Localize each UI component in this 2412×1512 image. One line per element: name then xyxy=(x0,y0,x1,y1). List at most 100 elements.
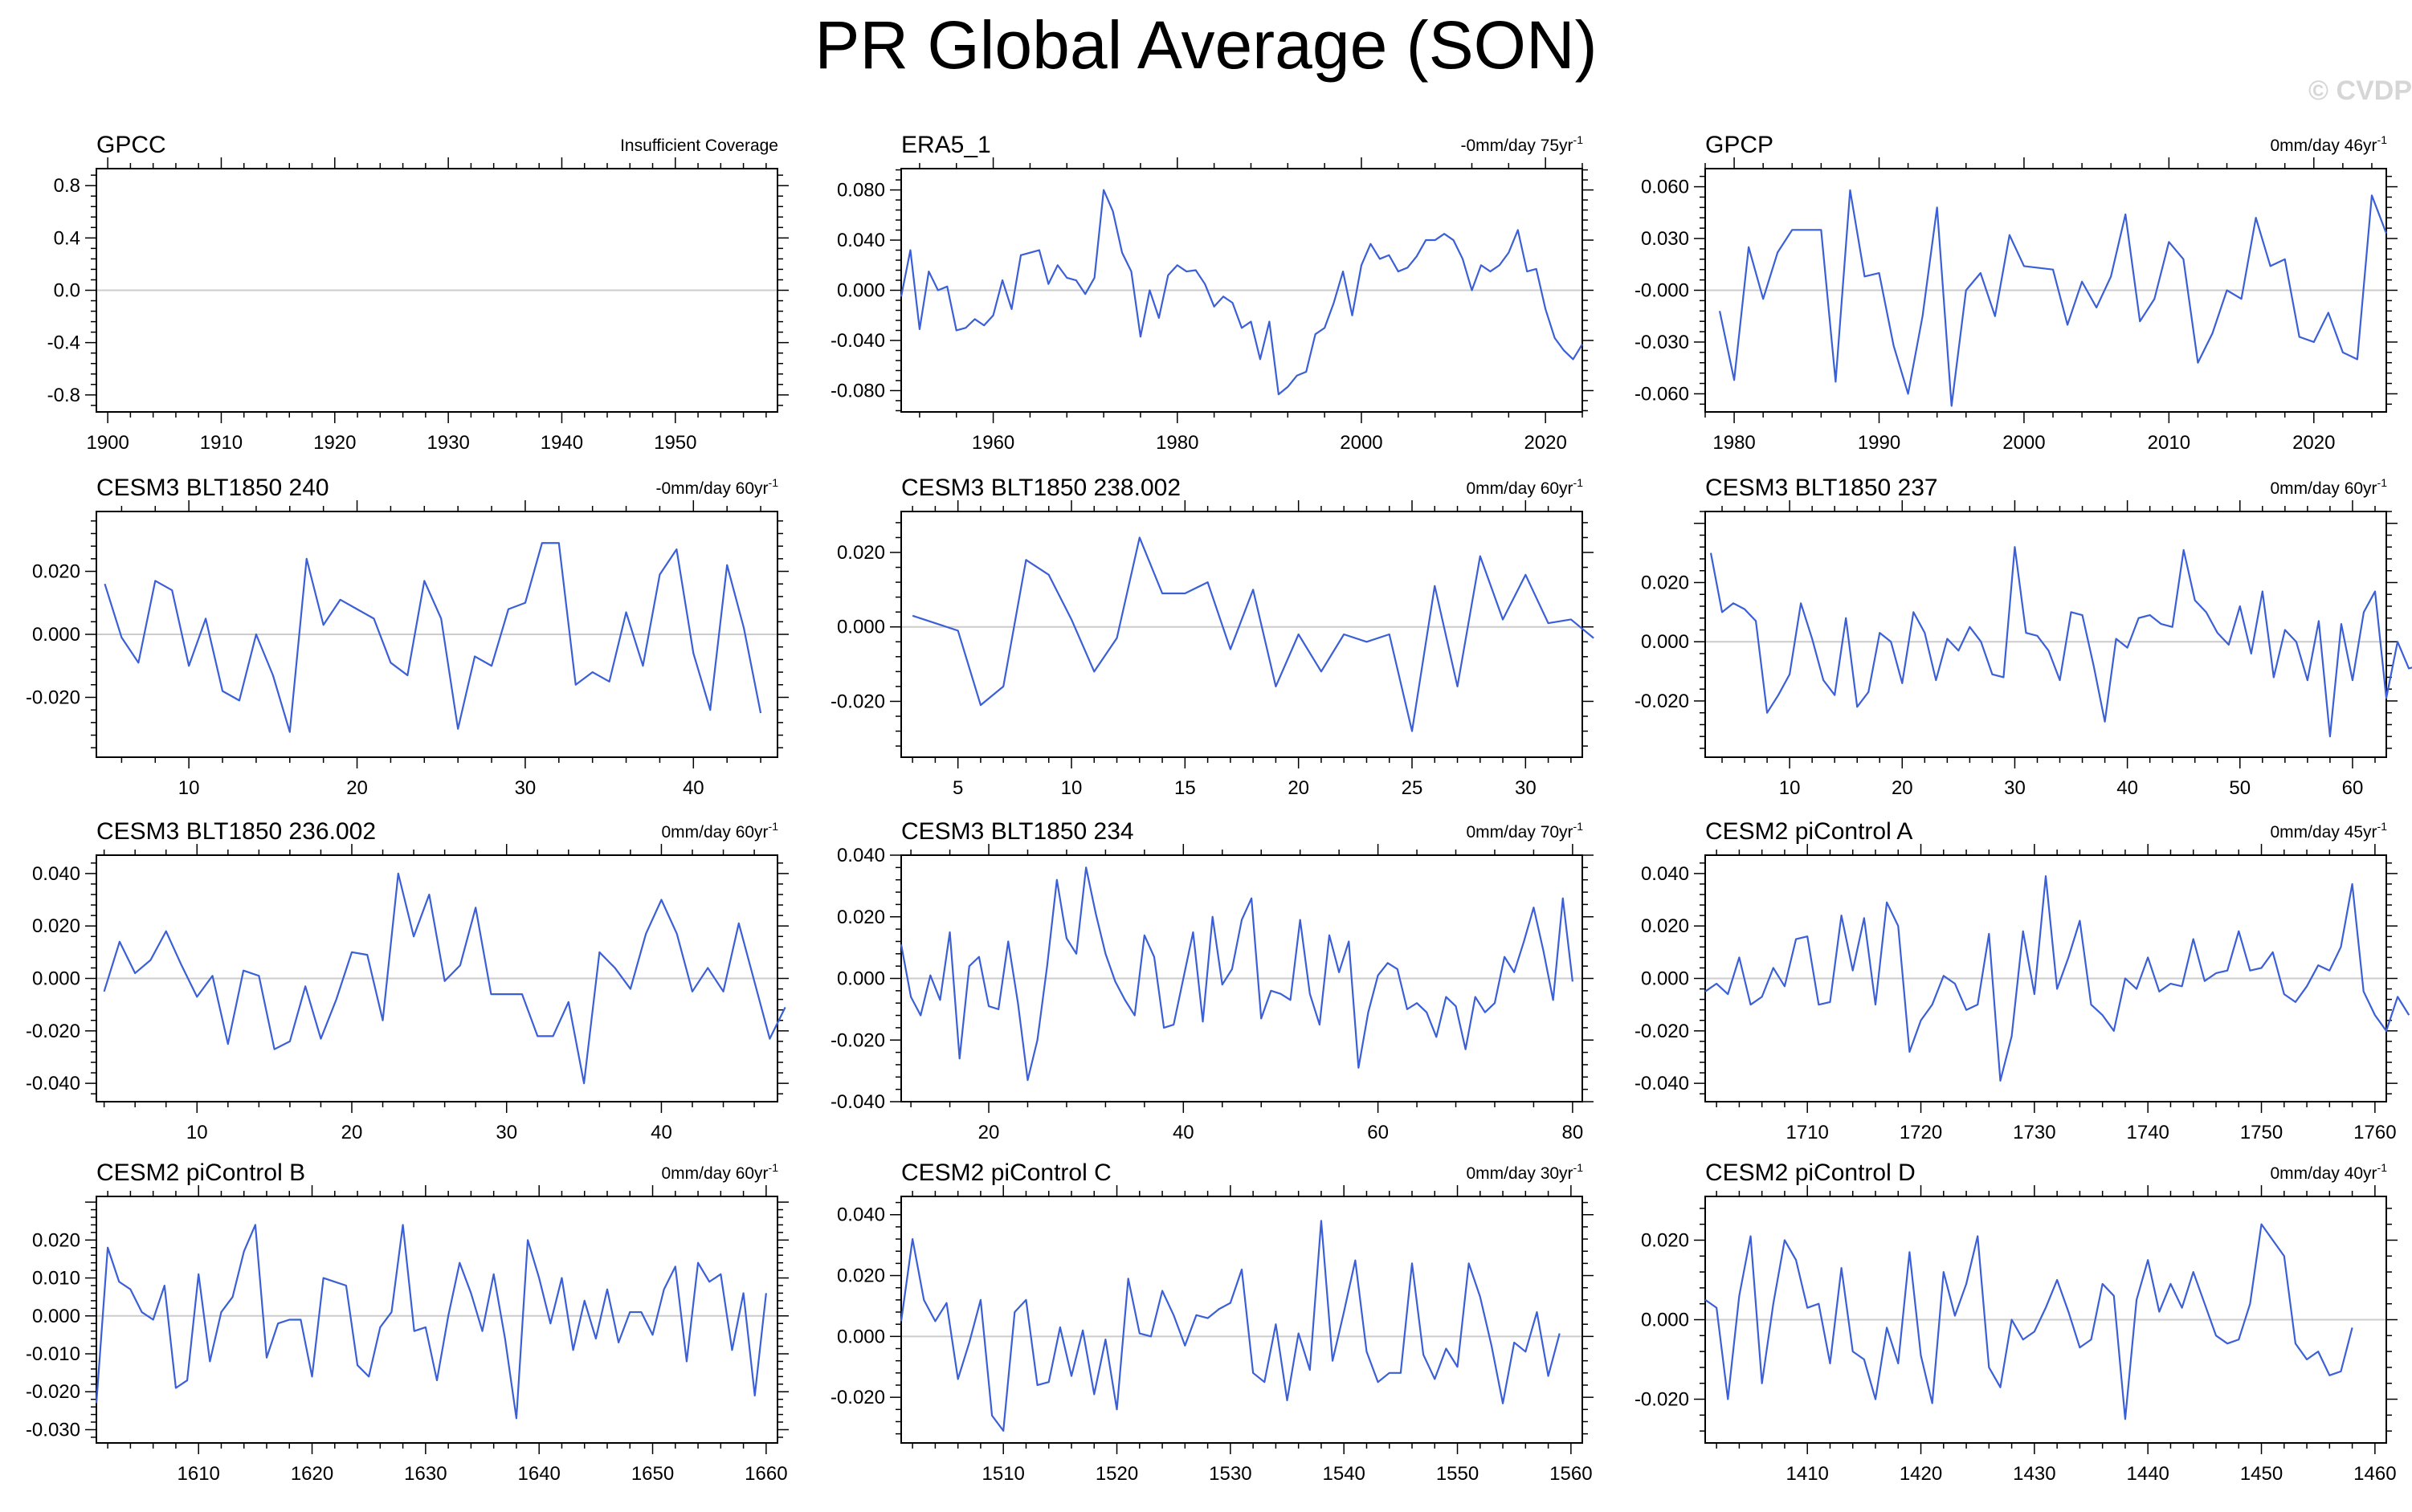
series-line xyxy=(1709,546,2412,738)
x-tick-label: 40 xyxy=(651,1122,672,1143)
x-tick-label: 1730 xyxy=(2013,1122,2055,1143)
plot-frame xyxy=(900,511,1583,758)
series-line xyxy=(95,1224,767,1420)
panel-subtitle: 0mm/day 60yr-1 xyxy=(2271,476,2388,498)
series-line xyxy=(900,1220,1561,1432)
x-tick-label: 1720 xyxy=(1900,1122,1942,1143)
x-tick-label: 1540 xyxy=(1323,1463,1365,1485)
x-tick-label: 1990 xyxy=(1858,432,1900,454)
panel-title: CESM2 piControl C xyxy=(901,1159,1112,1186)
y-tick-label: 0.030 xyxy=(1641,228,1689,250)
y-tick-label: 0.020 xyxy=(1641,915,1689,937)
panel-1: GPCC Insufficient Coverage 1900 1910 1920 193… xyxy=(47,132,789,454)
x-tick-label: 1940 xyxy=(541,432,583,454)
panel-subtitle: 0mm/day 40yr-1 xyxy=(2271,1161,2388,1183)
series-line xyxy=(1718,189,2388,407)
y-tick-label: -0.010 xyxy=(26,1343,80,1365)
x-tick-label: 60 xyxy=(2342,777,2364,799)
y-tick-label: 0.000 xyxy=(32,1306,80,1327)
x-tick-label: 80 xyxy=(1562,1122,1584,1143)
x-tick-label: 1610 xyxy=(178,1463,220,1485)
x-tick-label: 1930 xyxy=(426,432,469,454)
x-tick-label: 20 xyxy=(346,777,368,799)
y-tick-label: 0.000 xyxy=(1641,1310,1689,1331)
x-tick-label: 40 xyxy=(683,777,704,799)
panel-title: GPCP xyxy=(1705,132,1773,158)
y-tick-label: 0.020 xyxy=(32,1229,80,1251)
x-tick-label: 20 xyxy=(978,1122,1000,1143)
y-tick-label: 0.8 xyxy=(54,175,80,197)
x-tick-label: 60 xyxy=(1367,1122,1389,1143)
series-line xyxy=(103,872,786,1085)
y-tick-label: -0.020 xyxy=(831,691,885,712)
x-tick-label: 10 xyxy=(186,1122,208,1143)
x-tick-label: 2010 xyxy=(2148,432,2190,454)
y-tick-label: 0.0 xyxy=(54,280,80,302)
panel-title: CESM2 piControl B xyxy=(96,1159,305,1186)
panel-subtitle: 0mm/day 45yr-1 xyxy=(2271,820,2388,842)
x-tick-label: 2020 xyxy=(2292,432,2335,454)
panel-title: CESM3 BLT1850 238.002 xyxy=(901,475,1181,501)
x-tick-label: 2000 xyxy=(2002,432,2045,454)
x-tick-label: 1980 xyxy=(1156,432,1198,454)
panel-subtitle: 0mm/day 46yr-1 xyxy=(2271,133,2388,155)
panel-title: CESM3 BLT1850 240 xyxy=(96,475,329,501)
y-tick-label: -0.020 xyxy=(1635,1021,1689,1042)
y-tick-label: 0.000 xyxy=(837,617,885,638)
y-tick-label: 0.4 xyxy=(54,227,80,249)
y-tick-label: -0.020 xyxy=(26,1381,80,1403)
x-tick-label: 1460 xyxy=(2353,1463,2396,1485)
y-tick-label: -0.020 xyxy=(1635,1389,1689,1411)
x-tick-label: 2000 xyxy=(1340,432,1382,454)
y-tick-label: 0.020 xyxy=(1641,572,1689,593)
x-tick-label: 20 xyxy=(341,1122,363,1143)
cvdp-watermark: © CVDP xyxy=(2308,75,2412,106)
panel-subtitle: 0mm/day 60yr-1 xyxy=(1467,476,1584,498)
y-tick-label: -0.020 xyxy=(26,687,80,708)
panel-subtitle: Insufficient Coverage xyxy=(620,137,778,155)
y-tick-label: -0.030 xyxy=(26,1419,80,1441)
plot-frame xyxy=(1704,1196,2387,1444)
panel-title: GPCC xyxy=(96,132,166,158)
x-tick-label: 1660 xyxy=(745,1463,787,1485)
panel-7: CESM3 BLT1850 236.002 0mm/day 60yr-1 10 20 3… xyxy=(26,818,789,1143)
y-tick-label: 0.000 xyxy=(1641,968,1689,990)
x-tick-label: 1440 xyxy=(2127,1463,2169,1485)
x-tick-label: 1920 xyxy=(313,432,356,454)
x-tick-label: 1550 xyxy=(1436,1463,1479,1485)
y-tick-label: -0.040 xyxy=(26,1073,80,1094)
x-tick-label: 30 xyxy=(515,777,537,799)
y-tick-label: -0.040 xyxy=(831,1091,885,1113)
y-tick-label: -0.020 xyxy=(26,1021,80,1042)
x-tick-label: 30 xyxy=(2004,777,2026,799)
y-tick-label: 0.040 xyxy=(32,863,80,885)
y-tick-label: 0.010 xyxy=(32,1268,80,1290)
panel-4: CESM3 BLT1850 240 -0mm/day 60yr-1 10 20 30 40… xyxy=(26,475,789,799)
x-tick-label: 5 xyxy=(953,777,963,799)
plot-frame xyxy=(1704,511,2387,758)
x-tick-label: 1430 xyxy=(2013,1463,2055,1485)
y-tick-label: 0.000 xyxy=(32,968,80,990)
panel-5: CESM3 BLT1850 238.002 0mm/day 60yr-1 5 10 15… xyxy=(831,475,1594,799)
x-tick-label: 1960 xyxy=(972,432,1014,454)
x-tick-label: 1620 xyxy=(291,1463,333,1485)
x-tick-label: 50 xyxy=(2229,777,2251,799)
y-tick-label: -0.060 xyxy=(1635,383,1689,405)
x-tick-label: 15 xyxy=(1174,777,1196,799)
plot-frame xyxy=(1704,854,2387,1102)
y-tick-label: 0.040 xyxy=(1641,863,1689,885)
x-tick-label: 1910 xyxy=(200,432,243,454)
panel-3: GPCP 0mm/day 46yr-1 1980 1990 2000 2010 2020 0.… xyxy=(1635,132,2398,454)
y-tick-label: 0.020 xyxy=(837,1265,885,1287)
panel-title: CESM3 BLT1850 237 xyxy=(1705,475,1938,501)
x-tick-label: 1650 xyxy=(631,1463,674,1485)
x-tick-label: 1530 xyxy=(1209,1463,1251,1485)
series-line xyxy=(900,189,1583,396)
main-title: PR Global Average (SON) xyxy=(814,7,1598,83)
y-tick-label: -0.000 xyxy=(1635,280,1689,302)
panel-subtitle: 0mm/day 60yr-1 xyxy=(662,1161,779,1183)
y-tick-label: -0.020 xyxy=(831,1029,885,1051)
plot-frame xyxy=(900,1196,1583,1444)
series-line xyxy=(1704,1223,2353,1420)
y-tick-label: 0.040 xyxy=(837,1204,885,1226)
